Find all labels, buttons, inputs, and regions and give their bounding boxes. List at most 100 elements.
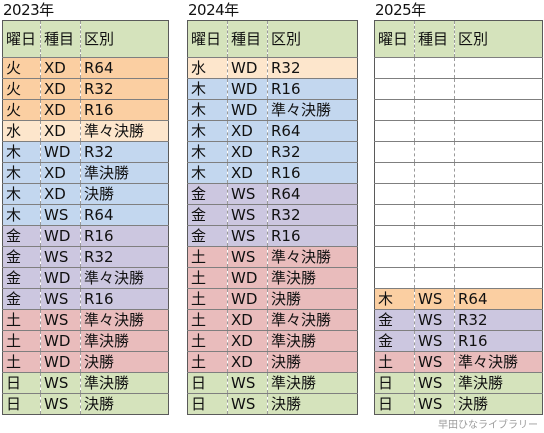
table-row: 金 WS R32	[2, 246, 169, 268]
event-cell: XD	[227, 162, 268, 184]
column-header: 曜日	[374, 20, 415, 58]
round-cell: R32	[267, 57, 358, 79]
column-header: 曜日	[187, 20, 228, 58]
event-cell: XD	[40, 183, 81, 205]
table-row: 日 WS 決勝	[2, 393, 169, 415]
round-cell	[454, 141, 543, 163]
table-row: 土 WS 準々決勝	[187, 246, 358, 268]
table-row: 土 WS 準々決勝	[374, 351, 543, 373]
table-row: 金 WD R16	[2, 225, 169, 247]
table-row: 木 XD R16	[187, 162, 358, 184]
round-cell: 準々決勝	[267, 246, 358, 268]
day-cell: 水	[2, 120, 41, 142]
round-cell: R64	[80, 204, 169, 226]
day-cell	[374, 225, 415, 247]
day-cell: 火	[2, 57, 41, 79]
day-cell: 木	[187, 120, 228, 142]
round-cell: R64	[267, 183, 358, 205]
event-cell: XD	[227, 120, 268, 142]
day-cell: 日	[374, 372, 415, 394]
round-cell: 準々決勝	[80, 120, 169, 142]
day-cell: 日	[187, 372, 228, 394]
event-cell	[414, 267, 455, 289]
round-cell: R16	[454, 330, 543, 352]
round-cell: 準々決勝	[267, 99, 358, 121]
table-row: 火 XD R16	[2, 99, 169, 121]
schedule-2024: 2024年 曜日 種目 区別水 WD R32 木 WD R16 木 WD 準々決勝木 XD R64 木 XD…	[187, 0, 358, 415]
event-cell: XD	[40, 99, 81, 121]
table-row	[374, 162, 543, 184]
day-cell	[374, 57, 415, 79]
table-row: 日 WS 決勝	[374, 393, 543, 415]
event-cell: XD	[40, 57, 81, 79]
schedule-2023: 2023年 曜日 種目 区別火 XD R64 火 XD R32 火 XD R16 水 XD 準々決勝木 WD…	[2, 0, 169, 415]
column-header: 種目	[227, 20, 268, 58]
year-title: 2025年	[375, 1, 426, 19]
round-cell: 準決勝	[454, 372, 543, 394]
event-cell: WS	[414, 393, 455, 415]
round-cell: 準々決勝	[80, 267, 169, 289]
table-row: 土 WD 準決勝	[187, 267, 358, 289]
event-cell: WD	[40, 225, 81, 247]
day-cell: 木	[2, 162, 41, 184]
table-row: 木 XD 準決勝	[2, 162, 169, 184]
event-cell: WD	[40, 351, 81, 373]
event-cell: WS	[40, 288, 81, 310]
day-cell: 金	[2, 225, 41, 247]
table-row: 土 WS 準々決勝	[2, 309, 169, 331]
event-cell: XD	[227, 330, 268, 352]
table-row: 火 XD R32	[2, 78, 169, 100]
round-cell: R32	[267, 204, 358, 226]
day-cell: 水	[187, 57, 228, 79]
day-cell: 土	[187, 351, 228, 373]
round-cell	[454, 162, 543, 184]
table-row: 木 WD R32	[2, 141, 169, 163]
header-row: 曜日 種目 区別	[374, 20, 543, 58]
round-cell: 準決勝	[267, 267, 358, 289]
day-cell	[374, 204, 415, 226]
day-cell: 土	[187, 267, 228, 289]
table-row: 土 WD 決勝	[2, 351, 169, 373]
table-row: 金 WS R32	[187, 204, 358, 226]
column-header: 種目	[40, 20, 81, 58]
day-cell: 木	[2, 204, 41, 226]
table-row: 土 WD 準決勝	[2, 330, 169, 352]
day-cell: 土	[2, 309, 41, 331]
table-row: 木 XD R64	[187, 120, 358, 142]
event-cell: XD	[40, 162, 81, 184]
table-row: 金 WS R64	[187, 183, 358, 205]
round-cell: R16	[267, 162, 358, 184]
event-cell: WS	[227, 204, 268, 226]
day-cell	[374, 162, 415, 184]
table-row	[374, 141, 543, 163]
day-cell: 木	[2, 141, 41, 163]
event-cell: WS	[227, 246, 268, 268]
day-cell: 金	[2, 246, 41, 268]
event-cell: WS	[414, 330, 455, 352]
column-header: 区別	[80, 20, 169, 58]
event-cell: WS	[414, 309, 455, 331]
event-cell: WD	[40, 330, 81, 352]
day-cell	[374, 141, 415, 163]
table-row: 木 XD R32	[187, 141, 358, 163]
event-cell: WS	[40, 372, 81, 394]
round-cell: 決勝	[454, 393, 543, 415]
event-cell	[414, 183, 455, 205]
table-row	[374, 57, 543, 79]
table-row: 水 XD 準々決勝	[2, 120, 169, 142]
event-cell	[414, 246, 455, 268]
round-cell: R16	[80, 99, 169, 121]
round-cell	[454, 225, 543, 247]
event-cell: WD	[227, 288, 268, 310]
event-cell: WD	[227, 57, 268, 79]
event-cell	[414, 204, 455, 226]
day-cell	[374, 99, 415, 121]
event-cell: WS	[414, 372, 455, 394]
round-cell: R32	[80, 141, 169, 163]
round-cell: R16	[80, 288, 169, 310]
event-cell: WS	[40, 393, 81, 415]
round-cell	[454, 267, 543, 289]
round-cell	[454, 120, 543, 142]
day-cell: 日	[2, 393, 41, 415]
header-row: 曜日 種目 区別	[187, 20, 358, 58]
